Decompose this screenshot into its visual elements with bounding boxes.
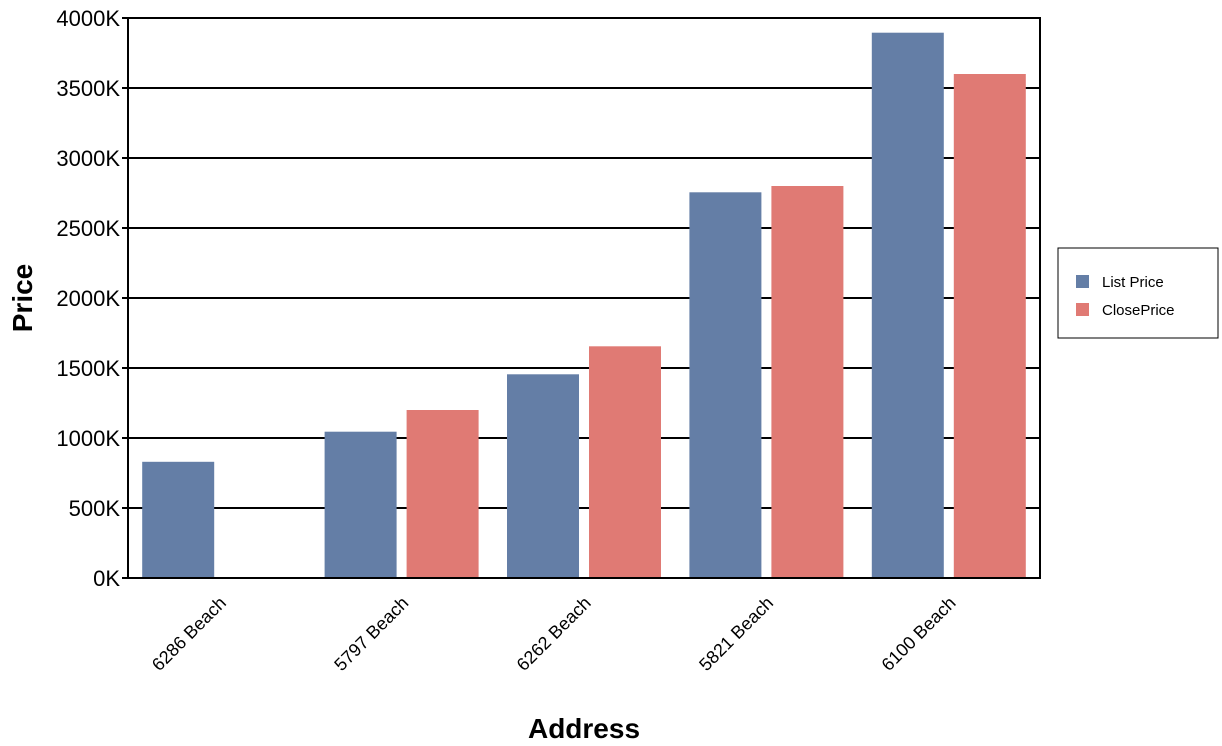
legend-swatch bbox=[1076, 275, 1089, 288]
y-tick-label: 2000K bbox=[56, 286, 120, 311]
bar-closeprice bbox=[589, 346, 661, 578]
y-tick-label: 2500K bbox=[56, 216, 120, 241]
bar-list-price bbox=[142, 461, 215, 578]
y-tick-label: 500K bbox=[69, 496, 121, 521]
bar-list-price bbox=[871, 32, 944, 578]
legend-label: ClosePrice bbox=[1102, 302, 1175, 319]
x-tick-label: 6286 Beach bbox=[148, 593, 230, 675]
bar-closeprice bbox=[771, 186, 844, 578]
x-tick-label: 5797 Beach bbox=[330, 593, 412, 675]
bar-list-price bbox=[689, 192, 762, 579]
bar-list-price bbox=[507, 374, 579, 578]
y-tick-label: 4000K bbox=[56, 6, 120, 31]
bar-list-price bbox=[324, 431, 397, 578]
x-axis-ticks: 6286 Beach 5797 Beach 6262 Beach 5821 Beach… bbox=[148, 593, 960, 675]
y-tick-label: 3000K bbox=[56, 146, 120, 171]
legend-box bbox=[1057, 247, 1219, 339]
y-axis-title: Price bbox=[7, 264, 38, 333]
bars bbox=[142, 32, 1026, 579]
y-axis-ticks: 0K 500K 1000K 1500K 2000K 2500K 3000K 3500K 4000… bbox=[56, 6, 128, 591]
legend-label: List Price bbox=[1102, 274, 1164, 291]
x-tick-label: 5821 Beach bbox=[695, 593, 777, 675]
y-tick-label: 1500K bbox=[56, 356, 120, 381]
x-axis-title: Address bbox=[528, 713, 640, 744]
bar-closeprice bbox=[406, 410, 479, 578]
bar-closeprice bbox=[953, 74, 1026, 578]
legend-swatch bbox=[1076, 303, 1089, 316]
x-tick-label: 6262 Beach bbox=[513, 593, 595, 675]
legend-items: List Price ClosePrice bbox=[1076, 274, 1175, 319]
y-tick-label: 1000K bbox=[56, 426, 120, 451]
y-tick-label: 0K bbox=[93, 566, 120, 591]
legend: List Price ClosePrice bbox=[1057, 247, 1219, 339]
x-tick-label: 6100 Beach bbox=[878, 593, 960, 675]
y-tick-label: 3500K bbox=[56, 76, 120, 101]
